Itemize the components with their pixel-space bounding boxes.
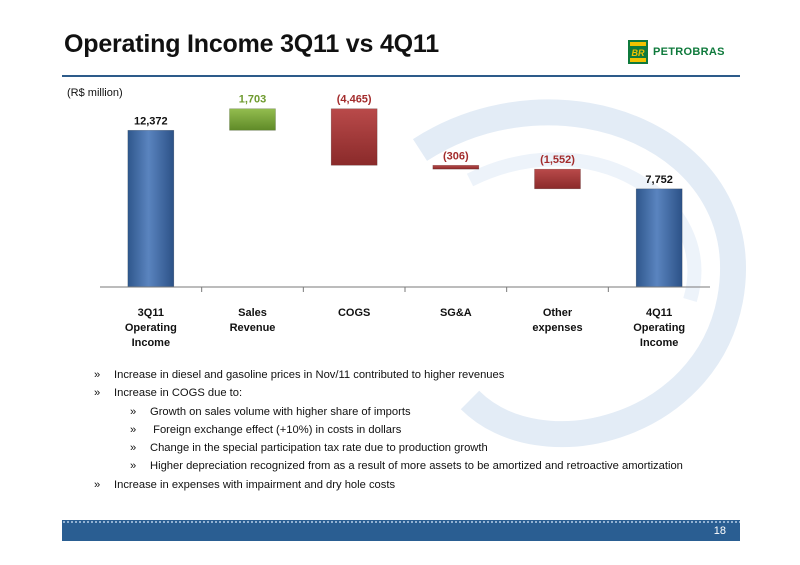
bullet-item: » Increase in expenses with impairment an… [94, 476, 720, 494]
bar-2 [330, 108, 378, 166]
page-number: 18 [713, 525, 726, 537]
bullet-text: Increase in expenses with impairment and… [114, 478, 396, 491]
bullet-text: Increase in diesel and gasoline prices i… [114, 369, 505, 381]
category-label-0: Income [132, 337, 171, 349]
category-label-5: Operating [633, 322, 685, 334]
units-label: (R$ million) [67, 87, 123, 99]
bullet-marker: » [94, 369, 101, 381]
data-label-2: (4,465) [337, 94, 372, 106]
data-label-0: 12,372 [134, 115, 168, 127]
bullet-text: Increase in COGS due to: [114, 387, 243, 400]
bullet-marker: » [130, 460, 137, 473]
data-label-4: (1,552) [540, 154, 575, 166]
bar-3 [432, 164, 480, 170]
data-label-1: 1,703 [239, 94, 267, 106]
category-label-4: Other [543, 307, 573, 319]
bar-5 [635, 188, 683, 288]
sub-bullet-item: » Foreign exchange effect (+10%) in cost… [94, 421, 720, 439]
sub-bullet-item: » Change in the special participation tax… [94, 439, 720, 457]
bullet-marker: » [130, 423, 137, 436]
footer-pattern [62, 520, 740, 525]
sub-bullet-item: » Higher depreciation recognized from as … [94, 457, 720, 475]
bullet-text: Growth on sales volume with higher share… [150, 405, 411, 418]
category-label-0: Operating [125, 322, 177, 334]
category-label-5: Income [640, 337, 679, 349]
logo-mark-text: BR [632, 48, 645, 58]
title-divider [62, 75, 740, 77]
bullet-text: Higher depreciation recognized from as a… [150, 460, 683, 473]
bullet-marker: » [130, 442, 137, 455]
logo-text: PETROBRAS [653, 46, 725, 58]
sub-bullet-item: » Growth on sales volume with higher shar… [94, 403, 720, 421]
bullet-marker: » [94, 387, 101, 400]
data-label-5: 7,752 [645, 174, 673, 186]
bullet-marker: » [130, 405, 137, 418]
bullet-text: Foreign exchange effect (+10%) in costs … [150, 423, 402, 436]
category-label-3: SG&A [440, 307, 472, 319]
category-label-1: Sales [238, 307, 267, 319]
bullet-text: Change in the special participation tax … [150, 442, 488, 455]
petrobras-br-icon: BR [628, 40, 648, 64]
footer-bar: 18 [62, 520, 740, 541]
bullet-item: » Increase in diesel and gasoline prices … [94, 366, 720, 384]
slide-title: Operating Income 3Q11 vs 4Q11 [64, 30, 439, 58]
category-label-2: COGS [338, 307, 370, 319]
bullet-marker: » [94, 478, 101, 491]
data-label-3: (306) [443, 150, 469, 162]
bullet-list: » Increase in diesel and gasoline prices … [94, 366, 720, 494]
bar-1 [229, 108, 276, 131]
category-label-1: Revenue [230, 322, 276, 334]
bullet-item: » Increase in COGS due to: [94, 384, 720, 402]
bar-4 [534, 168, 581, 190]
category-label-4: expenses [532, 322, 582, 334]
category-label-0: 3Q11 [138, 307, 164, 319]
category-label-5: 4Q11 [646, 307, 672, 319]
petrobras-logo: BR PETROBRAS [628, 40, 725, 64]
bar-0 [127, 129, 175, 288]
